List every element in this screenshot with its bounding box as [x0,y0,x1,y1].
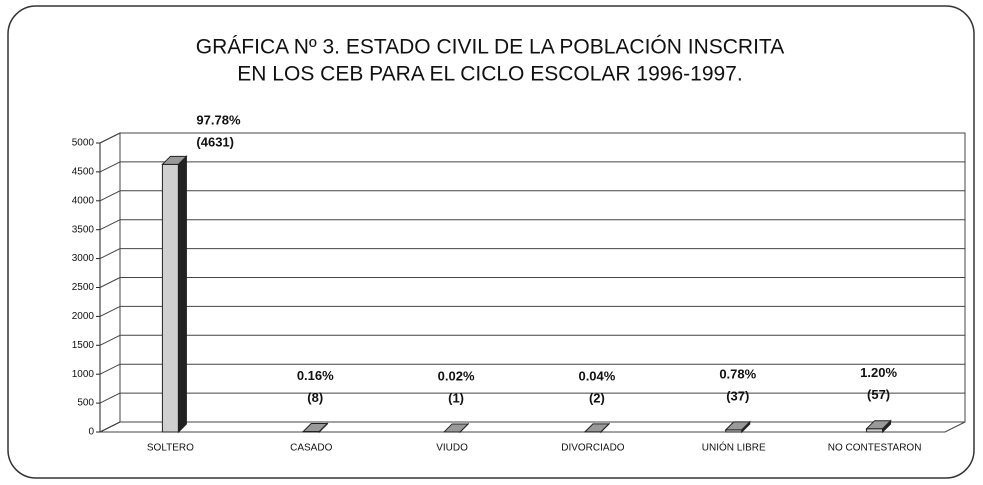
y-tick-label: 1500 [72,340,95,351]
grid-line [99,392,121,404]
bar [161,155,188,434]
grid-line [99,248,121,260]
grid-line [99,305,121,317]
y-tick-label: 1000 [72,369,95,380]
y-tick-label: 4000 [72,195,95,206]
bar-top [302,423,329,433]
grid-line [99,219,121,231]
bar-top [161,155,188,165]
chart-title: GRÁFICA Nº 3. ESTADO CIVIL DE LA POBLACI… [196,36,784,59]
x-tick-label: VIUDO [436,443,468,454]
percent-label: 0.78% [719,366,756,381]
percent-label: 97.78% [196,112,241,127]
bar [724,420,751,434]
floor [99,421,966,433]
percent-label: 0.04% [578,368,615,383]
x-tick-label: NO CONTESTARON [828,443,922,454]
percent-label: 1.20% [860,365,897,380]
grid-line [99,132,121,144]
y-tick-label: 4500 [72,167,95,178]
value-label: (1) [448,390,464,405]
bar [865,419,892,434]
y-tick-label: 3500 [72,224,95,235]
y-tick-label: 2000 [72,311,95,322]
x-tick-label: UNIÓN LIBRE [702,441,766,454]
value-label: (4631) [196,134,234,149]
bar-top [724,421,751,431]
y-tick-label: 5000 [72,138,95,149]
percent-label: 0.16% [297,368,334,383]
bar-top [583,423,611,433]
y-tick-label: 3000 [72,253,95,264]
x-tick-label: SOLTERO [147,443,194,454]
chart-title: EN LOS CEB PARA EL CICLO ESCOLAR 1996-19… [237,63,742,86]
value-label: (8) [307,390,323,405]
grid-line [99,190,121,202]
y-tick-label: 2500 [72,282,95,293]
value-label: (2) [589,390,605,405]
bar [442,422,470,434]
grid-line [99,334,121,346]
grid-line [99,421,121,433]
bar-front [161,163,179,433]
x-tick-label: DIVORCIADO [561,443,625,454]
y-tick-label: 0 [88,427,94,438]
percent-label: 0.02% [438,368,475,383]
bar-side [177,155,187,434]
bar-top [442,423,470,433]
value-label: (57) [867,387,890,402]
x-tick-label: CASADO [290,443,332,454]
grid-line [99,277,121,288]
bar [302,422,329,434]
y-tick-label: 500 [77,398,94,409]
value-label: (37) [726,388,749,403]
bar-top [865,420,892,430]
grid-line [99,363,121,375]
grid-line [99,161,121,173]
bar [583,422,611,434]
